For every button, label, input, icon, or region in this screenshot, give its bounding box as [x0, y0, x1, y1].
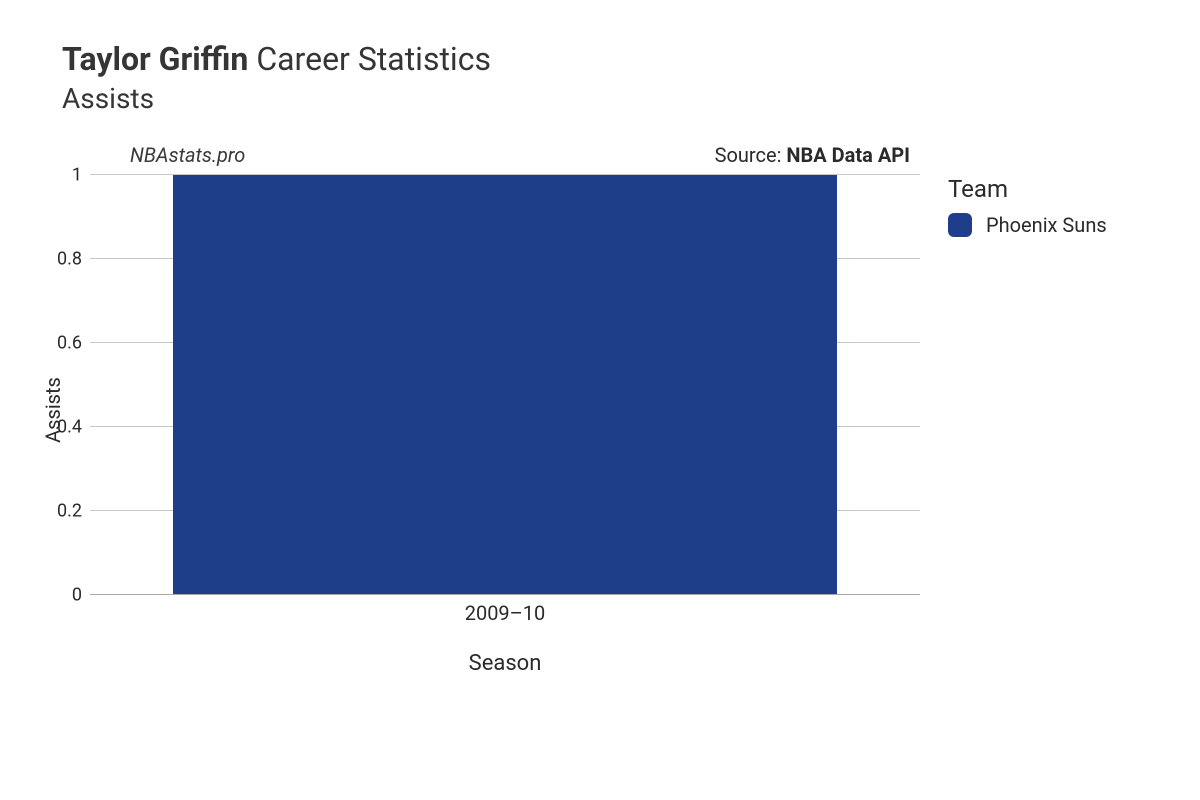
chart-subtitle: Assists [62, 82, 1170, 115]
x-tick-row: 2009–10 [90, 595, 920, 629]
y-tick-label: 0.6 [57, 333, 90, 354]
source-attribution: Source: NBA Data API [715, 143, 910, 167]
legend: Team Phoenix Suns [948, 175, 1107, 676]
plot-area: 00.20.40.60.81 [90, 175, 920, 595]
x-tick-label: 2009–10 [465, 601, 546, 625]
legend-items: Phoenix Suns [948, 213, 1107, 237]
source-name: NBA Data API [786, 143, 910, 167]
legend-item: Phoenix Suns [948, 213, 1107, 237]
bar [173, 175, 837, 594]
title-player: Taylor Griffin [62, 40, 248, 78]
x-axis-label: Season [90, 651, 920, 676]
annotation-row: NBAstats.pro Source: NBA Data API [90, 143, 920, 169]
y-tick-label: 0.4 [57, 417, 90, 438]
title-suffix: Career Statistics [256, 40, 491, 78]
chart-title: Taylor Griffin Career Statistics [62, 40, 1170, 78]
y-tick-label: 0.2 [57, 501, 90, 522]
chart-container: Taylor Griffin Career Statistics Assists… [0, 0, 1200, 706]
legend-label: Phoenix Suns [986, 213, 1107, 237]
y-tick-label: 0 [72, 585, 90, 606]
chart-column: NBAstats.pro Source: NBA Data API 00.20.… [90, 143, 920, 676]
legend-title: Team [948, 175, 1107, 203]
source-prefix: Source: [715, 143, 787, 167]
site-attribution: NBAstats.pro [130, 143, 245, 167]
y-tick-label: 1 [72, 165, 90, 186]
chart-wrap: Assists NBAstats.pro Source: NBA Data AP… [30, 143, 1170, 676]
y-tick-label: 0.8 [57, 249, 90, 270]
legend-swatch [948, 213, 972, 237]
